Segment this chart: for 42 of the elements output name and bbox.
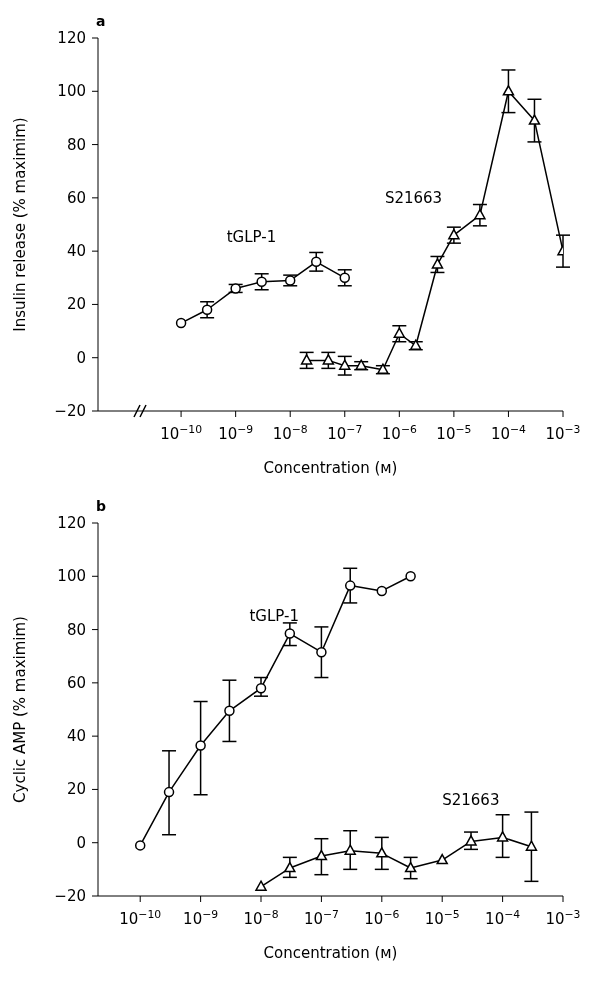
series-label: S21663 (384, 189, 443, 208)
y-tick-label: 120 (57, 514, 86, 532)
y-tick-label: 80 (66, 620, 86, 639)
y-tick-label: 0 (76, 833, 86, 852)
x-tick-label: 10$^{−7}$ (327, 422, 363, 443)
y-axis-title: Cyclic AMP (% maximim) (11, 616, 30, 803)
x-tick-label: 10$^{−4}$ (485, 907, 521, 928)
y-tick-label: 40 (66, 242, 86, 261)
x-tick-label: 10$^{−9}$ (183, 907, 219, 928)
y-tick-label: −20 (54, 402, 86, 420)
x-tick-label: 10$^{−7}$ (303, 907, 339, 928)
y-tick-label: 60 (66, 673, 86, 692)
x-tick-label: 10$^{−5}$ (424, 907, 460, 928)
series-label: S21663 (442, 791, 500, 810)
y-axis-title: Insulin release (% maximim) (11, 117, 30, 332)
x-tick-label: 10$^{−6}$ (364, 907, 400, 928)
x-tick-label: 10$^{−8}$ (243, 907, 279, 928)
x-tick-label: 10$^{−6}$ (381, 422, 417, 443)
chart-title: a (96, 13, 106, 29)
x-axis-title: Concentration (ᴍ) (263, 944, 398, 962)
text: tGLP-1 (226, 227, 277, 246)
y-tick-label: 100 (57, 567, 86, 586)
y-tick-label: 20 (66, 780, 86, 799)
y-tick-label: 120 (57, 29, 86, 47)
x-axis-title: Concentration (ᴍ) (263, 459, 398, 477)
chart-title: b (96, 498, 107, 514)
series-label: tGLP-1 (249, 606, 299, 625)
y-tick-label: 60 (66, 188, 86, 207)
y-tick-label: −20 (54, 887, 86, 905)
y-tick-label: 100 (57, 82, 86, 101)
y-tick-label: 40 (66, 727, 86, 746)
x-tick-label: 10$^{−9}$ (218, 422, 254, 443)
x-tick-label: 10$^{−5}$ (436, 422, 472, 443)
x-tick-label: 10$^{−10}$ (119, 907, 162, 928)
y-tick-label: 80 (66, 135, 86, 154)
y-tick-label: 0 (76, 348, 86, 367)
x-tick-label: 10$^{−4}$ (490, 422, 527, 443)
x-tick-label: 10$^{−10}$ (160, 422, 203, 443)
x-tick-label: 10$^{−3}$ (545, 907, 581, 928)
y-tick-label: 20 (66, 295, 86, 314)
x-tick-label: 10$^{−8}$ (272, 422, 308, 443)
x-tick-label: 10$^{−3}$ (545, 422, 581, 443)
